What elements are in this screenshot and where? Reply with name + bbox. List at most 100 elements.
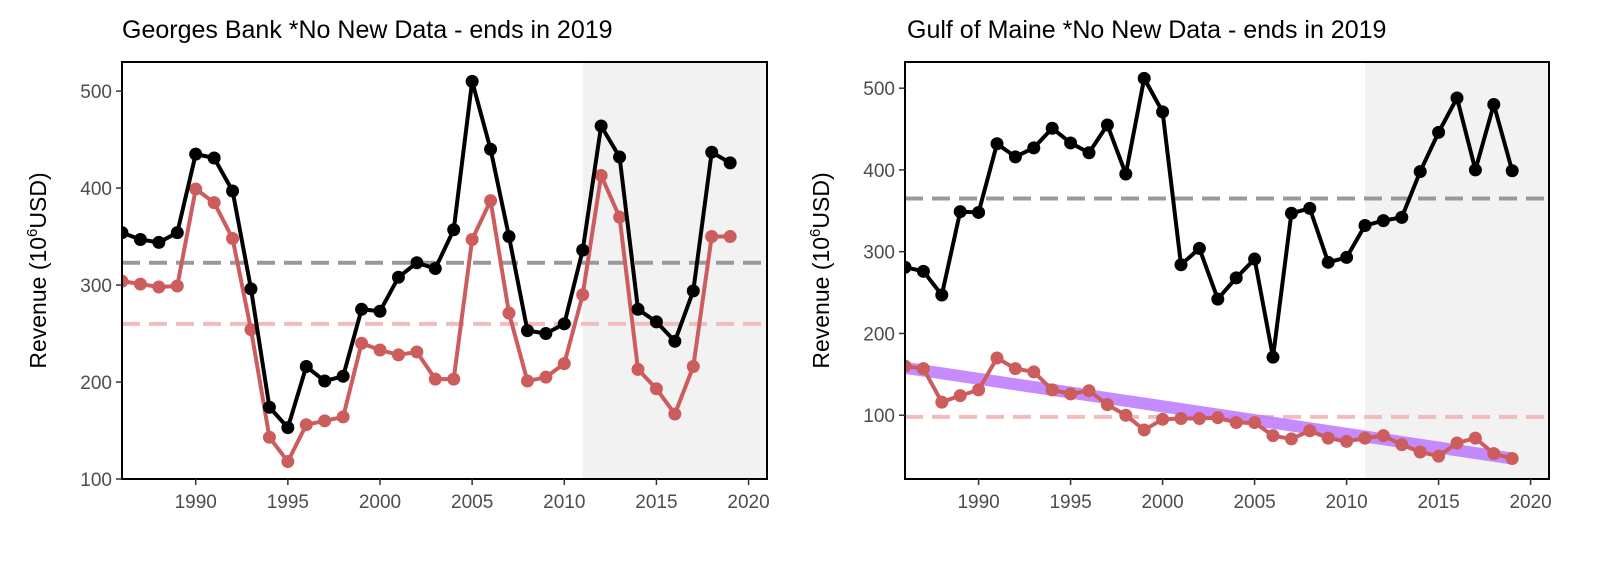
panel-1-series-1-point [705, 145, 719, 159]
panel-1-series-2-point [520, 374, 534, 388]
panel-1-series-1-point [391, 270, 405, 284]
panel-2-y-axis-label-tail: USD) [808, 172, 834, 228]
panel-2-shaded-region [1365, 62, 1549, 479]
panel-1-series-2-point [170, 279, 184, 293]
panel-2-series-2-point [1487, 447, 1501, 461]
panel-2-series-1-point [916, 264, 930, 278]
panel-2-x-tick-label: 2015 [1417, 492, 1459, 513]
panel-2-series-2-point [1303, 424, 1317, 438]
panel-1-series-1-point [281, 421, 295, 435]
panel-1-series-1-point [520, 324, 534, 338]
panel-2-plot-area [905, 71, 1549, 466]
panel-2-y-tick-label: 500 [863, 79, 895, 100]
panel-1-series-2-point [723, 230, 737, 244]
panel-1-series-2-point [133, 277, 147, 291]
panel-1-y-axis-label-main: Revenue (10 [25, 237, 51, 369]
panel-1-x-tick-label: 2005 [451, 492, 493, 513]
panel-2-series-1-point [1303, 201, 1317, 215]
panel-2-series-2-point [1008, 362, 1022, 376]
panel-1-series-2-point [686, 360, 700, 374]
panel-1-x-tick-label: 1995 [267, 492, 309, 513]
panel-2-x-tick-label: 2020 [1509, 492, 1551, 513]
panel-2-series-2-point [1119, 408, 1133, 422]
panel-2-series-2-point [1358, 431, 1372, 445]
panel-2-series-2-point [1284, 432, 1298, 446]
panel-2-series-2-point [1229, 416, 1243, 430]
panel-1-series-2-point [447, 372, 461, 386]
panel-1-series-1-point [318, 374, 332, 388]
panel-2-y-tick-label: 200 [863, 324, 895, 345]
panel-1-series-2-point [428, 372, 442, 386]
panel-2-border [904, 61, 1550, 480]
panel-1-series-1-point [189, 147, 203, 161]
panel-2-x-tick-label: 2010 [1325, 492, 1367, 513]
panel-1-series-1-point [355, 302, 369, 316]
panel-1-title: Georges Bank *No New Data - ends in 2019 [122, 16, 613, 44]
panel-2-series-2-point [1248, 416, 1262, 430]
panel-2-series-2-point [1432, 449, 1446, 463]
panel-2: Gulf of Maine *No New Data - ends in 201… [807, 16, 1552, 513]
panel-2-series-1-point [905, 260, 912, 274]
panel-2-series-1-point [1450, 91, 1464, 105]
panel-2-series-1-point [1082, 146, 1096, 160]
panel-1-series-1-point [723, 156, 737, 170]
panel-1-series-2-point [373, 343, 387, 357]
panel-2-title: Gulf of Maine *No New Data - ends in 201… [907, 16, 1386, 44]
panel-1-series-1-point [410, 256, 424, 270]
panel-2-series-1-point [1395, 210, 1409, 224]
panel-2-y-tick-label: 300 [863, 243, 895, 264]
panel-2-series-1-point [1229, 271, 1243, 285]
panel-1-series-1-point [557, 317, 571, 331]
panel-1-series-2-point [355, 336, 369, 350]
panel-1-series-2-point [539, 370, 553, 384]
panel-2-series-1-point [1119, 167, 1133, 181]
panel-2-series-2-point [972, 383, 986, 397]
panel-1-series-2-point [631, 362, 645, 376]
panel-2-series-1-point [1027, 141, 1041, 155]
panel-1-series-1-point [226, 184, 240, 198]
panel-2-y-tick-label: 400 [863, 161, 895, 182]
panel-2-series-2-point [1137, 423, 1151, 437]
panel-1-series-2-point [226, 231, 240, 245]
panel-2-series-1-point [953, 205, 967, 219]
panel-1-series-2-point [391, 348, 405, 362]
panel-2-y-axis-label-sup: 6 [807, 229, 824, 237]
panel-1-series-2-point [262, 430, 276, 444]
panel-1-series-1-point [152, 235, 166, 249]
panel-1-x-tick-label: 2000 [359, 492, 401, 513]
panel-2-series-1-point [972, 205, 986, 219]
panel-2-series-2-point [1450, 436, 1464, 450]
panel-2-x-tick-label: 1990 [957, 492, 999, 513]
panel-2-series-1-point [1174, 258, 1188, 272]
panel-1-series-1-point [484, 142, 498, 156]
panel-1-series-2-line [122, 173, 731, 464]
panel-2-series-2-point [1064, 387, 1078, 401]
panel-2-series-1-point [1505, 164, 1519, 178]
panel-1-x-tick-label: 2020 [727, 492, 769, 513]
panel-2-series-1-point [1413, 165, 1427, 179]
panel-1-series-1-point [373, 304, 387, 318]
panel-2-series-2-point [1321, 431, 1335, 445]
panel-1-x-tick-label: 1990 [175, 492, 217, 513]
panel-1-series-2-point [189, 182, 203, 196]
panel-1-series-2-point [557, 357, 571, 371]
panel-1-series-2-point [576, 288, 590, 302]
panel-2-series-2-point [1156, 412, 1170, 426]
panel-1-y-axis-label: Revenue (106USD) [24, 172, 51, 368]
panel-2-series-2-point [1100, 398, 1114, 412]
panel-1-series-1-point [668, 334, 682, 348]
panel-2-series-1-point [1248, 252, 1262, 266]
panel-2-series-2-point [1192, 411, 1206, 425]
panel-1: Georges Bank *No New Data - ends in 2019… [24, 16, 770, 513]
panel-1-y-tick-label: 300 [80, 276, 112, 297]
panel-2-series-1-point [990, 137, 1004, 151]
panel-2-series-1-point [1468, 163, 1482, 177]
panel-1-series-1-point [336, 369, 350, 383]
panel-1-plot-area [122, 74, 767, 469]
panel-2-x-tick-label: 2005 [1233, 492, 1275, 513]
panel-2-series-2-point [1376, 429, 1390, 443]
panel-2-series-2-point [990, 351, 1004, 365]
panel-1-series-1-point [447, 223, 461, 237]
panel-1-series-1-line [122, 79, 732, 430]
panel-1-series-1-point [122, 226, 129, 240]
